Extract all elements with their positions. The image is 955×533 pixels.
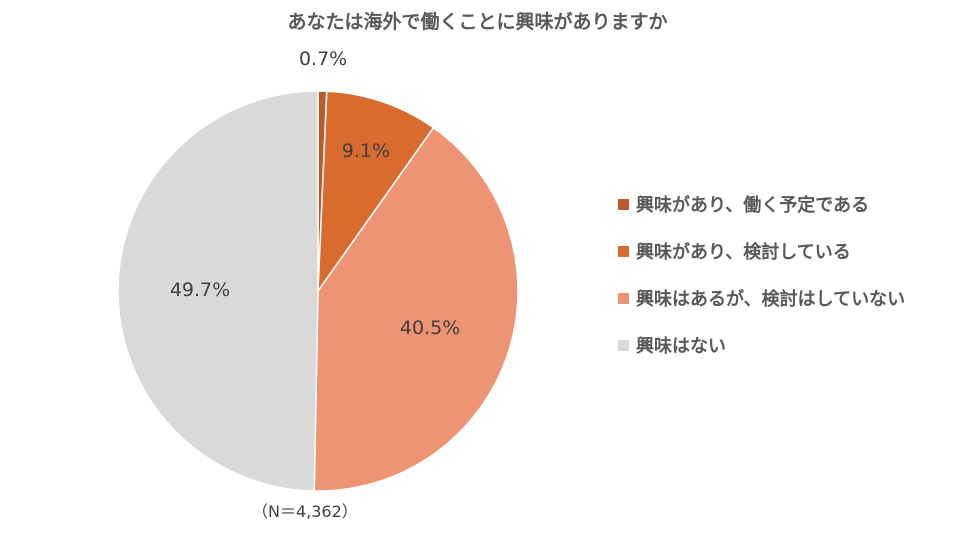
legend-label: 興味はあるが、検討はしていない bbox=[636, 289, 906, 310]
legend-item-considering: 興味があり、検討している bbox=[618, 235, 953, 267]
data-label: 9.1% bbox=[342, 140, 390, 162]
legend-item-interested-not-considering: 興味はあるが、検討はしていない bbox=[618, 282, 953, 314]
legend-item-plan-to-work: 興味があり、働く予定である bbox=[618, 188, 953, 220]
pie-slice-considering bbox=[317, 90, 435, 294]
legend-label: 興味はない bbox=[636, 336, 726, 357]
legend-swatch bbox=[618, 198, 629, 210]
chart-legend: 興味があり、働く予定である 興味があり、検討している 興味はあるが、検討はしてい… bbox=[618, 188, 953, 376]
legend-swatch bbox=[618, 339, 629, 351]
pie-slice-not-interested bbox=[117, 90, 319, 492]
chart-title: あなたは海外で働くことに興味がありますか bbox=[287, 11, 668, 33]
data-label: 40.5% bbox=[400, 317, 460, 339]
data-label: 0.7% bbox=[299, 48, 347, 70]
pie-slice-interested-not-considering bbox=[313, 126, 519, 492]
legend-label: 興味があり、働く予定である bbox=[636, 195, 870, 216]
pie-data-labels: 0.7% 9.1% 40.5% 49.7% bbox=[170, 48, 460, 339]
legend-swatch bbox=[618, 245, 629, 257]
data-label: 49.7% bbox=[170, 279, 230, 301]
sample-size-note: （N＝4,362） bbox=[252, 502, 358, 521]
legend-item-not-interested: 興味はない bbox=[618, 329, 953, 361]
pie-slices bbox=[117, 90, 519, 492]
legend-swatch bbox=[618, 292, 629, 304]
legend-label: 興味があり、検討している bbox=[636, 242, 851, 263]
